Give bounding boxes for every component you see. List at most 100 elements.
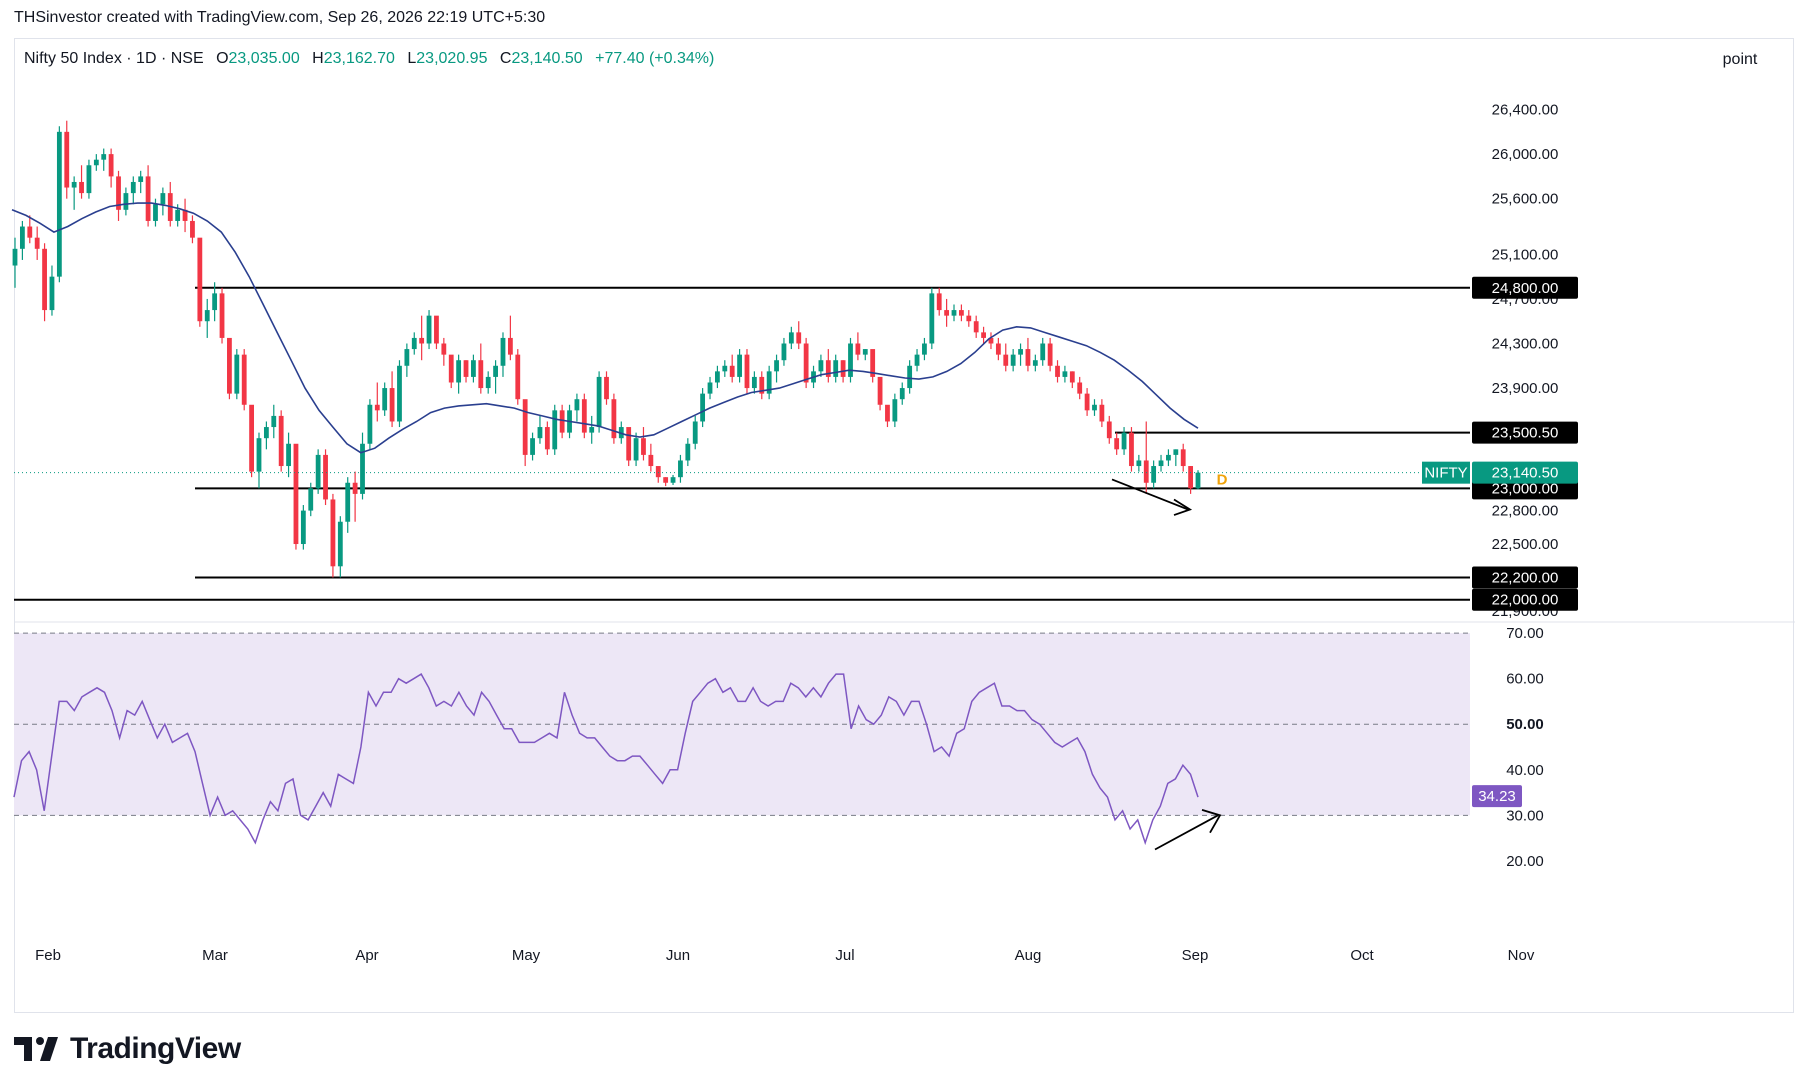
candle — [308, 482, 314, 517]
candle-body — [633, 438, 639, 461]
candle — [64, 120, 70, 199]
candle-body — [870, 349, 876, 377]
candle-body — [108, 154, 114, 177]
candle-body — [729, 365, 735, 377]
candle-body — [101, 154, 107, 160]
candle-body — [833, 360, 839, 377]
candle — [515, 349, 521, 405]
candle-body — [1084, 393, 1090, 411]
low-value: 23,020.95 — [416, 50, 488, 67]
candle — [463, 360, 469, 383]
candle — [345, 477, 351, 533]
candle-body — [71, 181, 77, 188]
candle — [108, 148, 114, 188]
candle-body — [278, 415, 284, 467]
candle — [818, 354, 824, 377]
candle-body — [1062, 371, 1068, 377]
candle — [1166, 449, 1171, 467]
rsi-arrow-head — [1201, 809, 1222, 834]
candle-body — [1188, 466, 1194, 489]
candle — [234, 349, 240, 400]
open-value: 23,035.00 — [228, 50, 300, 67]
candle — [626, 427, 632, 467]
candle — [581, 393, 587, 439]
time-tick-label: May — [512, 947, 541, 964]
rsi-tick-label: 50.00 — [1506, 716, 1544, 733]
candle — [641, 427, 646, 461]
candle — [966, 310, 972, 327]
candle-body — [441, 343, 447, 355]
candle — [71, 176, 77, 210]
symbol-name[interactable]: Nifty 50 Index · 1D · NSE — [24, 50, 204, 67]
candle — [981, 326, 986, 344]
candle-body — [552, 410, 558, 450]
annotations: D — [1111, 472, 1228, 851]
chart-attribution: THSinvestor created with TradingView.com… — [14, 9, 546, 26]
candle-body — [263, 427, 269, 439]
candle — [419, 315, 425, 361]
candle-body — [367, 404, 373, 444]
candle — [315, 449, 321, 494]
tradingview-logo[interactable]: TradingView — [14, 1032, 241, 1066]
candle — [1129, 427, 1134, 472]
candle — [678, 454, 683, 483]
candle-body — [426, 315, 432, 344]
candle-body — [79, 181, 84, 194]
candle — [1180, 443, 1186, 472]
candle-body — [825, 360, 831, 377]
candle — [263, 421, 269, 450]
candle — [848, 337, 853, 383]
candle-body — [648, 454, 654, 467]
symbol-header[interactable]: Nifty 50 Index · 1D · NSE O23,035.00 H23… — [24, 50, 714, 68]
candle-body — [1077, 382, 1083, 394]
candle-body — [678, 460, 683, 478]
candle — [182, 198, 188, 233]
moving-average-line — [11, 202, 1199, 454]
candle — [434, 315, 439, 350]
candle — [1158, 454, 1164, 472]
candle — [1069, 371, 1075, 389]
candle-body — [877, 376, 883, 405]
candle-body — [596, 376, 602, 428]
candle-body — [315, 454, 321, 489]
price-unit-button[interactable]: point — [1722, 51, 1758, 68]
price-tick-label: 26,000.00 — [1492, 146, 1559, 163]
candle — [692, 415, 698, 450]
candle-body — [914, 354, 920, 366]
candle — [278, 410, 284, 472]
candle — [914, 349, 920, 372]
candle-body — [485, 376, 491, 389]
candle — [190, 215, 195, 244]
candle-body — [478, 360, 484, 389]
candle — [49, 265, 55, 316]
candle-body — [330, 499, 336, 567]
candle — [796, 321, 802, 350]
candle — [397, 360, 402, 428]
rsi-line — [13, 673, 1199, 846]
candle — [670, 474, 676, 485]
candle-body — [212, 293, 218, 311]
candle — [286, 432, 291, 478]
candle — [34, 226, 40, 260]
rsi-trend-arrow — [1154, 814, 1219, 851]
candle — [715, 365, 720, 389]
candle — [537, 415, 543, 444]
candle — [958, 304, 964, 322]
candle-body — [973, 321, 979, 333]
candle-body — [411, 337, 417, 350]
candle — [988, 332, 994, 350]
candle-body — [12, 248, 18, 266]
candle — [500, 332, 506, 377]
candle — [559, 404, 565, 439]
candle — [1040, 337, 1046, 366]
candle — [241, 349, 247, 411]
candle — [493, 360, 498, 394]
candle-body — [944, 310, 950, 316]
candle-body — [899, 388, 905, 400]
candle-body — [818, 360, 824, 372]
candle — [604, 371, 609, 405]
price-tick-label: 24,300.00 — [1492, 336, 1559, 353]
candle-body — [522, 399, 528, 455]
candle-body — [589, 427, 595, 433]
